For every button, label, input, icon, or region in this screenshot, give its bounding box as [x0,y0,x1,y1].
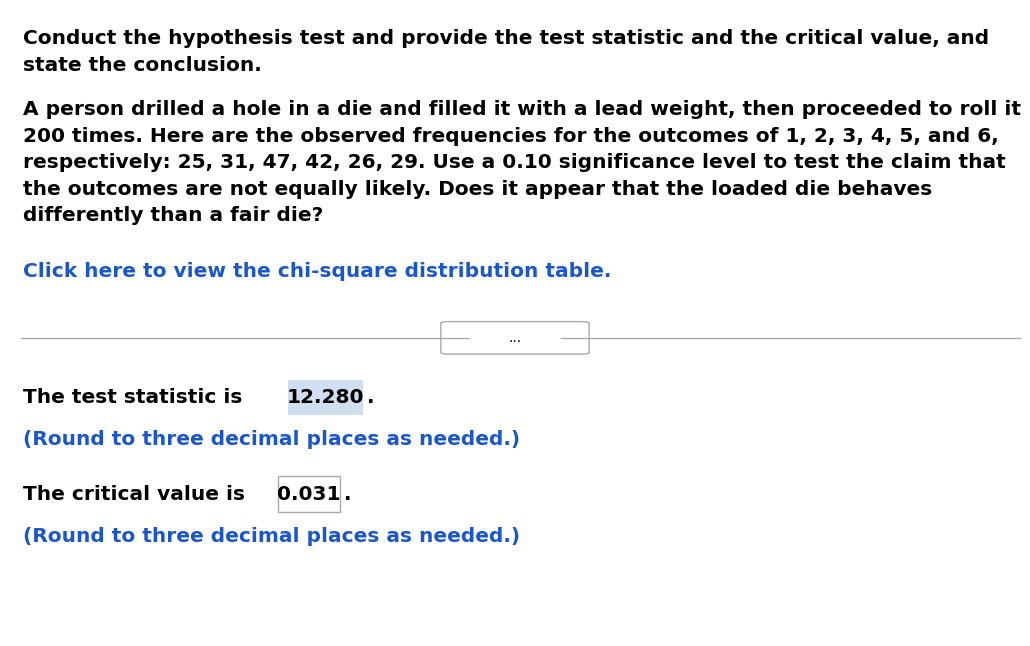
Text: A person drilled a hole in a die and filled it with a lead weight, then proceede: A person drilled a hole in a die and fil… [23,100,1021,225]
Text: .: . [344,484,351,504]
FancyBboxPatch shape [441,322,589,354]
Text: 12.280: 12.280 [286,388,365,407]
Text: (Round to three decimal places as needed.): (Round to three decimal places as needed… [23,430,520,449]
Text: Click here to view the chi-square distribution table.: Click here to view the chi-square distri… [23,262,611,280]
Text: Conduct the hypothesis test and provide the test statistic and the critical valu: Conduct the hypothesis test and provide … [23,29,989,74]
Text: The test statistic is: The test statistic is [23,388,249,407]
Text: 0.031: 0.031 [277,484,341,504]
Text: .: . [367,388,374,407]
Text: (Round to three decimal places as needed.): (Round to three decimal places as needed… [23,526,520,546]
Text: The critical value is: The critical value is [23,484,251,504]
Text: ...: ... [509,331,521,345]
